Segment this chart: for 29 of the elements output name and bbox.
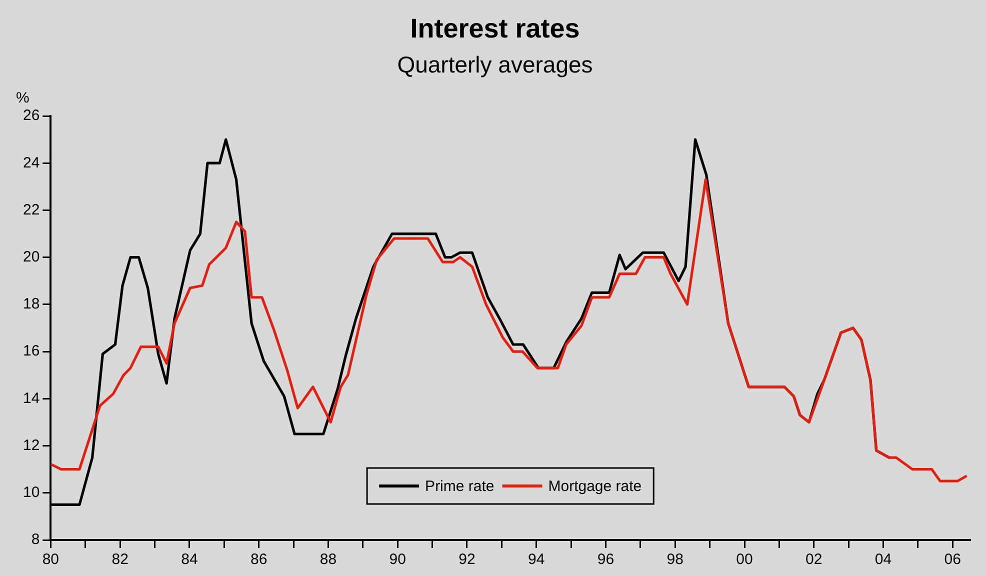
- x-tick-label: 86: [250, 551, 268, 568]
- y-tick-label: 20: [22, 248, 40, 266]
- chart-title: Interest rates: [410, 14, 580, 44]
- y-tick-label: 10: [22, 484, 40, 502]
- y-tick-label: 24: [22, 154, 40, 172]
- x-tick-label: 94: [528, 551, 545, 568]
- x-tick-label: 80: [42, 551, 60, 568]
- y-tick-label: 14: [22, 390, 40, 407]
- x-tick-label: 82: [112, 551, 128, 568]
- x-tick-label: 96: [597, 551, 614, 568]
- x-tick-label: 00: [736, 551, 753, 568]
- x-tick-label: 02: [806, 551, 822, 568]
- x-tick-label: 90: [389, 551, 406, 568]
- x-tick-label: 92: [458, 551, 476, 568]
- y-tick-label: 22: [22, 201, 40, 218]
- x-tick-label: 04: [874, 551, 892, 568]
- x-tick-label: 06: [944, 551, 961, 568]
- x-tick-label: 88: [320, 551, 337, 568]
- y-tick-label: 8: [31, 531, 40, 548]
- legend-label: Mortgage rate: [548, 478, 642, 496]
- y-tick-label: 16: [22, 342, 40, 360]
- y-axis-title: %: [16, 90, 30, 107]
- chart-subtitle: Quarterly averages: [397, 52, 593, 78]
- y-tick-label: 12: [22, 436, 40, 454]
- y-tick-label: 18: [22, 296, 40, 313]
- x-tick-label: 84: [181, 551, 198, 568]
- x-tick-label: 98: [666, 551, 684, 568]
- y-tick-label: 26: [22, 107, 40, 124]
- legend-label: Prime rate: [425, 478, 494, 496]
